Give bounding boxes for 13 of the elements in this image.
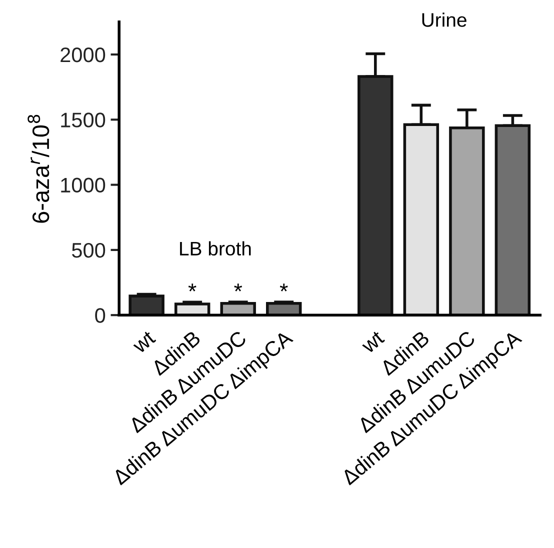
y-tick-label: 1500 [61,112,106,128]
annotation: Urine [422,12,466,27]
annotation: * [234,284,242,292]
annotation: LB broth [180,241,251,256]
y-tick-label: 1000 [61,178,106,193]
y-tick-label: 500 [72,242,106,258]
annotation: * [280,284,288,292]
y-tick-label: 2000 [60,47,106,62]
y-axis-title: 6-aza$^{r}$/10$^{8}$ [28,114,50,223]
x-tick-label: wt [132,330,156,354]
annotation: * [188,284,196,292]
x-tick-label: wt [360,330,386,354]
y-tick-label: 0 [95,308,106,323]
